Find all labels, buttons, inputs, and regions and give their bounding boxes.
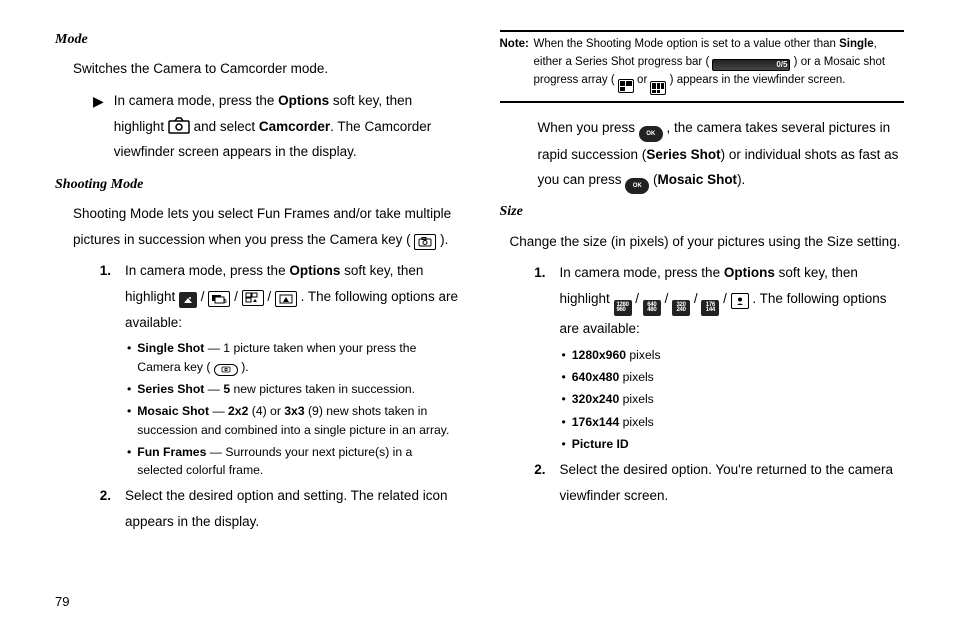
left-column: Mode Switches the Camera to Camcorder mo… [55, 30, 460, 585]
size-176x144-icon: 176144 [701, 300, 719, 316]
step-number: 1. [93, 258, 111, 335]
page-number: 79 [55, 593, 904, 612]
size-1280x960-icon: 1280960 [614, 300, 632, 316]
series-shot-icon: 5 [208, 291, 230, 307]
bullet-mosaic-shot: • Mosaic Shot — 2x2 (4) or 3x3 (9) new s… [127, 402, 460, 439]
svg-text:5: 5 [224, 299, 227, 304]
triangle-bullet-icon: ▶ [93, 88, 104, 115]
shooting-step-2: 2. Select the desired option and setting… [93, 483, 460, 534]
mosaic-2x2-icon [618, 79, 634, 93]
size-step-2: 2. Select the desired option. You're ret… [528, 457, 905, 508]
bullet-176x144: •176x144 pixels [562, 413, 905, 431]
step-number: 2. [93, 483, 111, 534]
camera-key-small-icon [214, 364, 238, 376]
single-shot-icon [179, 292, 197, 308]
size-step-1: 1. In camera mode, press the Options sof… [528, 260, 905, 342]
shooting-mode-heading: Shooting Mode [55, 175, 460, 195]
picture-id-icon [731, 293, 749, 309]
mosaic-3x3-icon [650, 81, 666, 95]
ok-button-icon: OK [625, 178, 649, 194]
shooting-intro: Shooting Mode lets you select Fun Frames… [73, 201, 460, 252]
mode-heading: Mode [55, 30, 460, 50]
mosaic-shot-icon [242, 290, 264, 306]
right-column: Note: When the Shooting Mode option is s… [500, 30, 905, 585]
note-label: Note: [500, 36, 529, 54]
bullet-1280x960: •1280x960 pixels [562, 346, 905, 364]
shooting-followup: When you press OK , the camera takes sev… [538, 115, 905, 195]
shooting-step-1: 1. In camera mode, press the Options sof… [93, 258, 460, 335]
size-320x240-icon: 320240 [672, 300, 690, 316]
size-heading: Size [500, 202, 905, 222]
two-column-layout: Mode Switches the Camera to Camcorder mo… [55, 30, 904, 585]
ok-button-icon: OK [639, 126, 663, 142]
bullet-picture-id: •Picture ID [562, 435, 905, 453]
fun-frames-icon [275, 291, 297, 307]
mode-step: ▶ In camera mode, press the Options soft… [93, 88, 460, 165]
size-intro: Change the size (in pixels) of your pict… [510, 229, 905, 255]
camera-mode-icon [168, 116, 190, 134]
bullet-fun-frames: • Fun Frames — Surrounds your next pictu… [127, 443, 460, 480]
step-number: 2. [528, 457, 546, 508]
step-number: 1. [528, 260, 546, 342]
bullet-640x480: •640x480 pixels [562, 368, 905, 386]
mode-intro: Switches the Camera to Camcorder mode. [73, 56, 460, 82]
progress-bar-icon: 0/5 [712, 59, 790, 71]
note-box: Note: When the Shooting Mode option is s… [500, 30, 905, 103]
mode-step-text: In camera mode, press the Options soft k… [114, 88, 460, 165]
size-640x480-icon: 640480 [643, 300, 661, 316]
bullet-320x240: •320x240 pixels [562, 390, 905, 408]
bullet-single-shot: • Single Shot — 1 picture taken when you… [127, 339, 460, 376]
camera-key-icon [414, 234, 436, 250]
bullet-series-shot: • Series Shot — 5 new pictures taken in … [127, 380, 460, 398]
note-body: When the Shooting Mode option is set to … [534, 36, 905, 95]
